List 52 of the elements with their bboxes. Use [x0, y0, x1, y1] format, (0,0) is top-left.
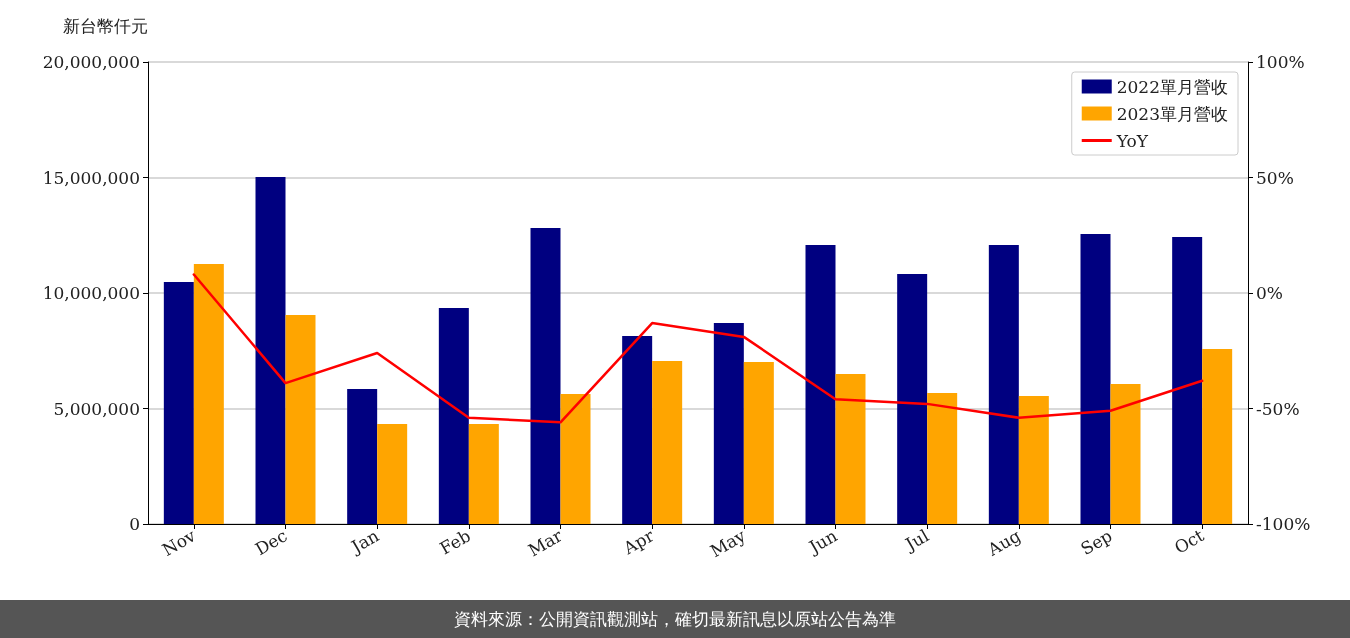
bar [285, 314, 316, 524]
bar [1080, 234, 1111, 524]
bar [988, 244, 1019, 524]
bar [1202, 348, 1233, 524]
bar [163, 281, 194, 524]
x-tick-label: Jun [803, 525, 841, 558]
source-note: 資料來源：公開資訊觀測站，確切最新訊息以原站公告為準 [0, 600, 1350, 638]
y-tick-label: 20,000,000 [42, 52, 140, 72]
bar [347, 389, 378, 524]
x-tick-label: Jan [346, 525, 383, 558]
x-tick-label: Feb [436, 525, 474, 559]
bar [1018, 396, 1049, 524]
bar [377, 423, 408, 524]
y-axis-title: 新台幣仟元 [63, 15, 148, 36]
y2-tick-label: 50% [1256, 167, 1294, 188]
bar [438, 308, 469, 524]
x-tick-label: Mar [524, 524, 567, 561]
bar [530, 228, 561, 524]
bar [805, 244, 836, 524]
y-tick-label: 5,000,000 [53, 398, 140, 419]
bar [652, 360, 683, 524]
bar [897, 274, 928, 524]
bar [193, 263, 224, 524]
y-tick-label: 15,000,000 [42, 167, 140, 188]
y-tick-label: 10,000,000 [42, 283, 140, 303]
bar [560, 393, 591, 524]
x-tick-label: Apr [619, 524, 658, 559]
bar [622, 335, 653, 524]
x-tick-label: May [706, 525, 750, 562]
bar [835, 374, 866, 524]
bar [713, 323, 744, 524]
legend-label: YoY [1115, 130, 1149, 151]
x-tick-label: Jul [900, 525, 933, 556]
x-tick-label: Sep [1077, 525, 1116, 559]
bar [468, 423, 499, 524]
x-tick-label: Aug [983, 525, 1024, 561]
bar [1110, 384, 1141, 524]
x-tick-label: Nov [158, 525, 200, 560]
line-series [192, 273, 1204, 424]
x-tick-label: Dec [251, 525, 291, 560]
legend-label: 2023單月營收 [1116, 103, 1228, 124]
bar [1172, 237, 1203, 524]
y-tick-label: 0 [129, 514, 140, 534]
y2-tick-label: -100% [1256, 514, 1311, 534]
bar [255, 177, 286, 524]
bar [743, 362, 774, 524]
y2-tick-label: 0% [1256, 283, 1283, 303]
legend-label: 2022單月營收 [1116, 76, 1228, 97]
x-tick-label: Oct [1170, 525, 1208, 558]
y2-tick-label: 100% [1256, 52, 1305, 72]
bar [927, 393, 958, 524]
y2-tick-label: -50% [1256, 398, 1300, 419]
